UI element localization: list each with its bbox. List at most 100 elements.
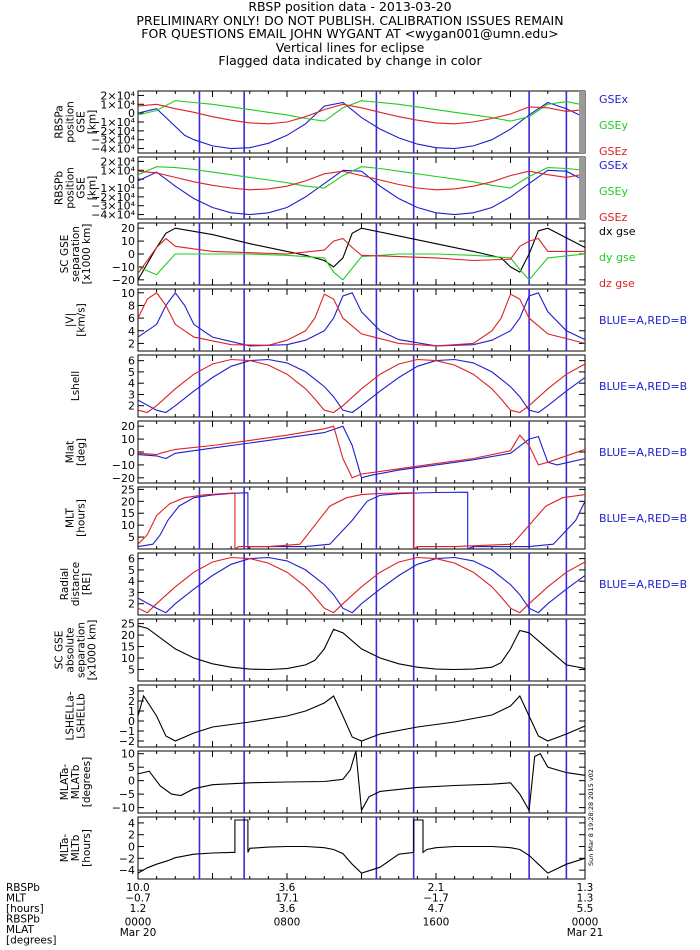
legend-entry: dx gse: [599, 225, 636, 238]
y-axis-label-line: distance: [70, 562, 82, 607]
xaxis-tick-value: 2.1: [428, 882, 445, 894]
panel-frame: [137, 816, 586, 880]
xaxis-tick-value: Mar 20: [120, 927, 157, 939]
xaxis-tick-value: 1.3: [577, 882, 594, 894]
y-tick-label: 15: [121, 641, 135, 654]
y-tick-label: 20: [121, 629, 135, 642]
flag-strip: [579, 157, 585, 219]
y-tick-label: −3×10⁴: [91, 200, 135, 213]
y-tick-label: 1×10⁴: [100, 164, 135, 177]
y-axis-label-line: [hours]: [76, 499, 88, 537]
legend-entry: GSEz: [599, 211, 627, 224]
y-tick-label: 2×10⁴: [100, 89, 135, 102]
y-tick-label: −2: [119, 852, 135, 865]
y-axis-label-line: MLTa-: [59, 834, 71, 863]
y-axis-label-line: SC GSE: [59, 235, 71, 274]
legend-entry: BLUE=A,RED=B: [599, 578, 687, 591]
xaxis-row-label: RBSPb: [6, 882, 40, 894]
xaxis-tick-value: 10.0: [126, 882, 149, 894]
y-tick-label: 5: [128, 366, 135, 379]
y-tick-label: 4: [128, 325, 135, 338]
xaxis-tick-value: −0.7: [125, 893, 151, 905]
y-tick-label: 4: [128, 817, 135, 830]
side-stamp: Sun Mar 8 19:28:28 2015 v02: [587, 769, 595, 866]
legend-entry: GSEy: [599, 119, 628, 132]
y-tick-label: 0: [128, 173, 135, 186]
y-tick-label: 0: [128, 248, 135, 261]
y-tick-label: 25: [121, 483, 135, 496]
panel-frame: [137, 354, 586, 418]
y-tick-label: 0: [128, 775, 135, 788]
y-axis-label: Lshell: [70, 371, 82, 401]
y-axis-label-line: [degrees]: [81, 757, 93, 807]
y-tick-label: 2: [128, 337, 135, 350]
y-tick-label: 20: [121, 495, 135, 508]
series-gsez: [138, 103, 585, 125]
y-axis-label-line: LSHELLa-: [65, 691, 77, 740]
series-dz-gse: [138, 237, 585, 274]
y-axis-label-line: RBSPa: [54, 105, 66, 138]
y-tick-label: 2×10⁴: [100, 155, 135, 168]
legend-entry: BLUE=A,RED=B: [599, 512, 687, 525]
y-tick-label: −2: [119, 735, 135, 748]
y-tick-label: 10: [121, 519, 135, 532]
panel-frame: [137, 750, 586, 814]
y-axis-label-line: MLATb: [70, 764, 82, 799]
y-axis-label-line: [x1000 km]: [81, 224, 93, 285]
y-tick-label: 2: [128, 400, 135, 413]
y-tick-label: 8: [128, 299, 135, 312]
y-tick-label: 1×10⁴: [100, 98, 135, 111]
y-tick-label: 3: [128, 586, 135, 599]
y-axis-label-line: Lshell: [70, 371, 82, 401]
xaxis-tick-value: 3.6: [279, 903, 296, 915]
y-axis-label-line: [km]: [87, 176, 99, 201]
xaxis-tick-value: 5.5: [577, 903, 594, 915]
series-gsex: [138, 169, 585, 216]
legend-entry: GSEx: [599, 93, 628, 106]
y-tick-label: 10: [121, 235, 135, 248]
flag-strip: [579, 91, 585, 153]
xaxis-tick-value: 0000: [125, 917, 152, 929]
xaxis-row-label: [hours]: [6, 903, 44, 915]
y-axis-label: |V| [km/s]: [65, 303, 88, 337]
series-a: [138, 491, 585, 549]
y-axis-label-line: [hours]: [81, 829, 93, 867]
y-tick-label: −4: [119, 864, 135, 877]
y-axis-label-line: [km/s]: [76, 303, 88, 337]
y-tick-label: 4: [128, 575, 135, 588]
y-tick-label: 25: [121, 618, 135, 631]
y-tick-label: 3: [128, 685, 135, 698]
xaxis-tick-value: 0000: [572, 917, 599, 929]
y-tick-label: 20: [121, 420, 135, 433]
y-axis-label-line: RBSPb: [54, 171, 66, 205]
panel-frame: [137, 684, 586, 748]
y-tick-label: 20: [121, 222, 135, 235]
y-tick-label: 2: [128, 695, 135, 708]
xaxis-tick-value: −1.7: [423, 893, 449, 905]
xaxis-row-label: MLAT: [6, 924, 35, 936]
y-tick-label: −2×10⁴: [91, 191, 135, 204]
panel-frame: [137, 618, 586, 682]
y-tick-label: 4: [128, 377, 135, 390]
y-tick-label: 3: [128, 388, 135, 401]
y-axis-label: RBSPb position GSE [km]: [54, 167, 99, 209]
y-tick-label: −1: [119, 725, 135, 738]
y-axis-label-line: position: [65, 167, 77, 209]
y-axis-label-line: GSE: [76, 177, 88, 198]
series-a: [138, 556, 585, 614]
y-tick-label: −10: [112, 261, 135, 274]
series-gsex: [138, 101, 585, 150]
series-dy-gse: [138, 253, 585, 281]
y-tick-label: −20: [112, 274, 135, 287]
series-gsey: [138, 166, 585, 189]
y-axis-label-line: [x1000 km]: [87, 620, 99, 681]
header-line-1: PRELIMINARY ONLY! DO NOT PUBLISH. CALIBR…: [136, 12, 564, 28]
